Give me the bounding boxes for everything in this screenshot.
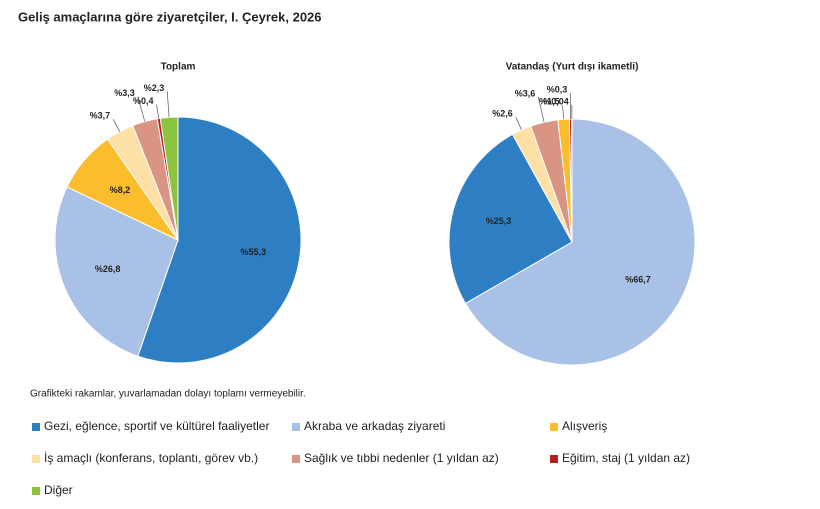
value-label: %0,3 xyxy=(547,84,568,94)
value-label: %55,3 xyxy=(240,247,266,257)
legend-label: Diğer xyxy=(44,483,73,497)
value-label: %0,04 xyxy=(543,96,569,106)
leader-line xyxy=(562,105,564,120)
value-label: %8,2 xyxy=(110,185,131,195)
leader-line xyxy=(137,96,146,122)
legend-label: Eğitim, staj (1 yıldan az) xyxy=(562,451,690,465)
legend-swatch xyxy=(550,423,558,431)
pie-title: Toplam xyxy=(161,62,196,73)
value-label: %66,7 xyxy=(625,275,651,285)
legend-swatch xyxy=(292,455,300,463)
legend-swatch xyxy=(32,487,40,495)
value-label: %26,8 xyxy=(95,264,121,274)
value-label: %1,5 xyxy=(539,97,560,107)
leader-line xyxy=(156,104,160,119)
leader-line xyxy=(537,96,545,123)
value-label: %3,6 xyxy=(515,88,536,98)
value-label: %2,3 xyxy=(144,83,165,93)
leader-line xyxy=(112,119,121,132)
value-label: %2,6 xyxy=(492,108,513,118)
legend-label: Akraba ve arkadaş ziyareti xyxy=(304,419,445,433)
leader-line xyxy=(515,116,522,131)
legend-label: Gezi, eğlence, sportif ve kültürel faali… xyxy=(44,419,269,433)
pie-slice xyxy=(137,116,302,364)
legend-swatch xyxy=(32,455,40,463)
legend-label: Sağlık ve tıbbi nedenler (1 yıldan az) xyxy=(304,451,499,465)
page-title: Geliş amaçlarına göre ziyaretçiler, I. Ç… xyxy=(18,9,322,24)
legend-swatch xyxy=(292,423,300,431)
pie-slice xyxy=(464,118,696,366)
value-label: %3,7 xyxy=(90,111,111,121)
legend-label: İş amaçlı (konferans, toplantı, görev vb… xyxy=(44,451,258,465)
pie-slice xyxy=(54,186,179,357)
value-label: %25,3 xyxy=(486,216,512,226)
value-label: %0,4 xyxy=(133,96,154,106)
legend-swatch xyxy=(550,455,558,463)
leader-line xyxy=(166,91,170,118)
pie-slice xyxy=(448,133,573,305)
value-label: %3,3 xyxy=(114,88,135,98)
legend-label: Alışveriş xyxy=(562,419,607,433)
legend-swatch xyxy=(32,423,40,431)
note: Grafikteki rakamlar, yuvarlamadan dolayı… xyxy=(30,389,306,400)
pie-title: Vatandaş (Yurt dışı ikametli) xyxy=(506,62,639,73)
